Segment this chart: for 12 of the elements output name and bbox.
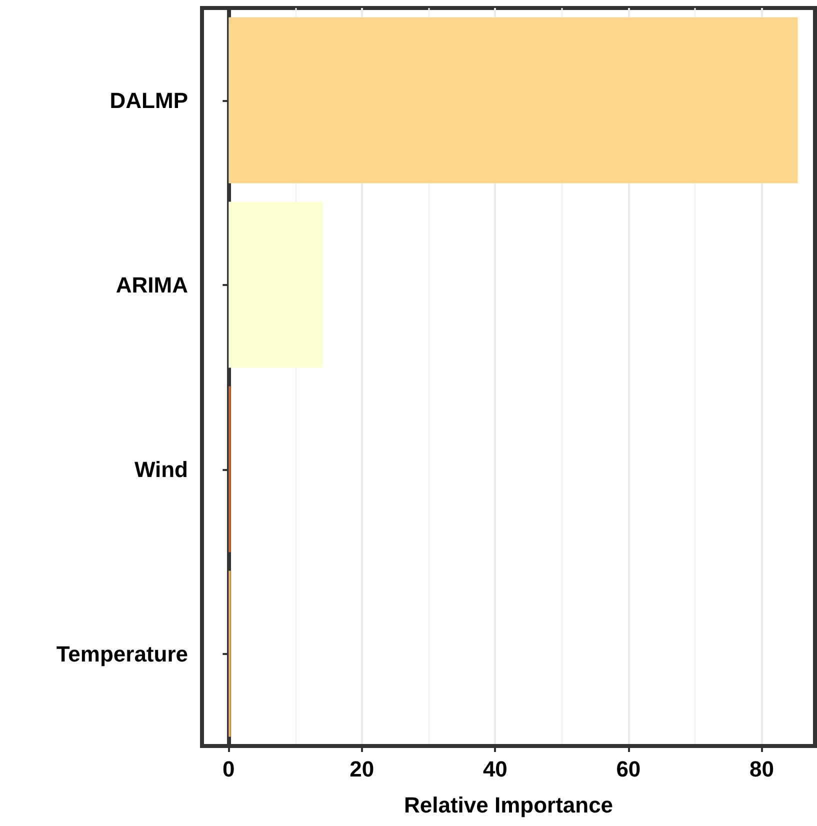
x-tick-label: 0	[222, 756, 235, 782]
x-tick-label: 20	[350, 756, 374, 782]
x-axis-title: Relative Importance	[404, 792, 614, 818]
x-tick-label: 40	[482, 756, 508, 782]
x-tick-label: 80	[749, 756, 774, 782]
x-tick-label: 60	[616, 756, 641, 782]
y-tick-label: ARIMA	[116, 272, 188, 298]
bar	[228, 202, 323, 368]
bar	[228, 17, 798, 184]
y-tick-label: Wind	[134, 456, 188, 482]
y-tick-label: DALMP	[110, 88, 188, 113]
y-tick-label: Temperature	[56, 641, 188, 666]
